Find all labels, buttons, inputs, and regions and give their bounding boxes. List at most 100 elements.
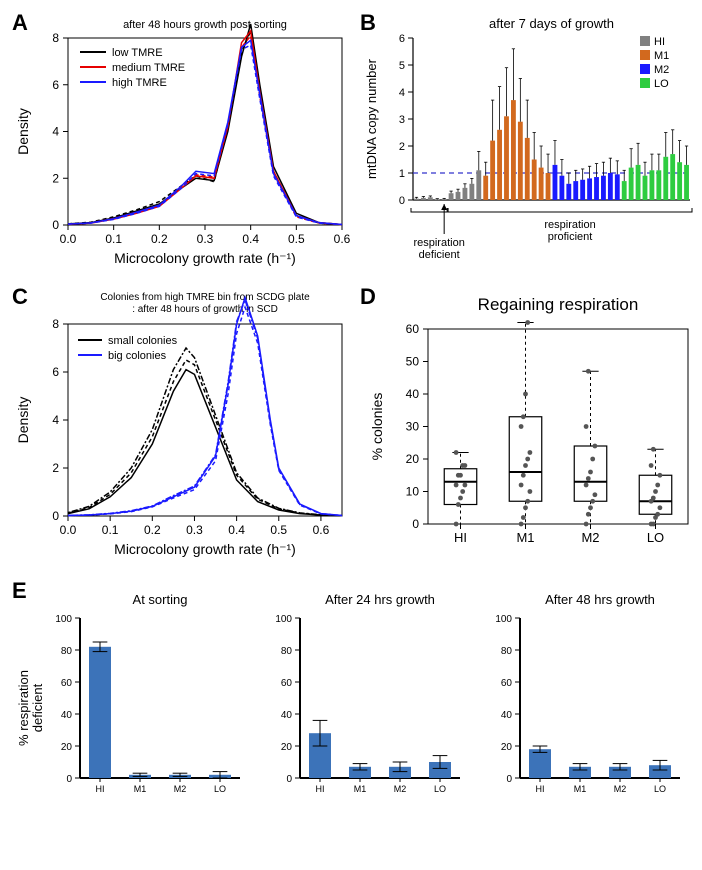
svg-text:8: 8	[52, 31, 59, 45]
svg-text:2: 2	[52, 461, 59, 475]
svg-text:2: 2	[399, 141, 405, 153]
svg-text:0.3: 0.3	[197, 232, 214, 246]
svg-text:Colonies from high TMRE bin fr: Colonies from high TMRE bin from SCDG pl…	[100, 292, 310, 303]
svg-text:LO: LO	[214, 784, 226, 794]
svg-text:100: 100	[55, 614, 72, 625]
svg-text:proficient: proficient	[548, 231, 593, 243]
svg-text:8: 8	[52, 317, 59, 331]
svg-text:LO: LO	[434, 784, 446, 794]
svg-text:low TMRE: low TMRE	[112, 47, 163, 59]
panel-letter-b: B	[360, 10, 376, 36]
svg-text:After 24 hrs growth: After 24 hrs growth	[325, 592, 435, 607]
svg-text:6: 6	[52, 78, 59, 92]
svg-text:0.5: 0.5	[288, 232, 305, 246]
svg-text:60: 60	[281, 678, 293, 689]
panel-e-chart: % respirationdeficientAt sorting02040608…	[10, 578, 692, 818]
svg-text:10: 10	[406, 485, 420, 499]
svg-text:0: 0	[412, 517, 419, 531]
svg-text:medium TMRE: medium TMRE	[112, 62, 185, 74]
svg-text:40: 40	[501, 710, 513, 721]
svg-text:Microcolony growth rate (h⁻¹): Microcolony growth rate (h⁻¹)	[114, 541, 296, 557]
svg-text:M2: M2	[394, 784, 407, 794]
svg-text:6: 6	[52, 365, 59, 379]
panel-letter-c: C	[12, 284, 28, 310]
svg-text:40: 40	[281, 710, 293, 721]
svg-text:0: 0	[506, 774, 512, 785]
svg-text:3: 3	[399, 114, 405, 126]
svg-text:After 48 hrs growth: After 48 hrs growth	[545, 592, 655, 607]
svg-text:80: 80	[281, 646, 293, 657]
svg-text:LO: LO	[654, 784, 666, 794]
svg-text:HI: HI	[454, 530, 467, 545]
svg-text:HI: HI	[654, 36, 665, 48]
svg-text:M2: M2	[581, 530, 599, 545]
panel-d-chart: Regaining respiration0102030405060% colo…	[358, 284, 698, 574]
svg-text:M1: M1	[354, 784, 367, 794]
svg-text:20: 20	[281, 742, 293, 753]
svg-text:: after 48 hours of growth in: : after 48 hours of growth in SCD	[132, 304, 278, 315]
svg-text:0: 0	[399, 195, 405, 207]
panel-b-chart: after 7 days of growth0123456mtDNA copy …	[358, 10, 698, 280]
svg-text:M1: M1	[574, 784, 587, 794]
svg-text:0: 0	[66, 774, 72, 785]
svg-text:HI: HI	[536, 784, 545, 794]
svg-text:M1: M1	[134, 784, 147, 794]
svg-text:respiration: respiration	[544, 219, 595, 231]
svg-text:after 48 hours growth post sor: after 48 hours growth post sorting	[123, 19, 287, 31]
svg-text:M1: M1	[654, 50, 669, 62]
svg-text:0.6: 0.6	[334, 232, 350, 246]
svg-text:% colonies: % colonies	[369, 393, 385, 461]
svg-text:0.4: 0.4	[228, 523, 245, 537]
svg-text:0.6: 0.6	[313, 523, 330, 537]
svg-text:60: 60	[61, 678, 73, 689]
svg-text:60: 60	[406, 322, 420, 336]
svg-text:Density: Density	[15, 397, 31, 444]
svg-text:LO: LO	[647, 530, 664, 545]
svg-text:100: 100	[495, 614, 512, 625]
svg-text:LO: LO	[654, 78, 669, 90]
svg-text:4: 4	[52, 413, 59, 427]
svg-text:1: 1	[399, 168, 405, 180]
svg-text:0.3: 0.3	[186, 523, 203, 537]
svg-text:0.5: 0.5	[270, 523, 287, 537]
panel-letter-e: E	[12, 578, 27, 604]
svg-text:80: 80	[61, 646, 73, 657]
svg-text:40: 40	[61, 710, 73, 721]
svg-text:At sorting: At sorting	[133, 592, 188, 607]
svg-text:20: 20	[61, 742, 73, 753]
svg-text:0.4: 0.4	[242, 232, 259, 246]
panel-a-chart: after 48 hours growth post sorting0.00.1…	[10, 10, 350, 280]
svg-text:20: 20	[501, 742, 513, 753]
svg-text:20: 20	[406, 452, 420, 466]
svg-text:80: 80	[501, 646, 513, 657]
svg-text:30: 30	[406, 420, 420, 434]
svg-text:big colonies: big colonies	[108, 350, 167, 362]
svg-text:0: 0	[52, 509, 59, 523]
svg-text:mtDNA copy number: mtDNA copy number	[364, 58, 379, 179]
svg-text:0: 0	[52, 218, 59, 232]
svg-text:40: 40	[406, 387, 420, 401]
panel-letter-a: A	[12, 10, 28, 36]
svg-text:4: 4	[52, 125, 59, 139]
svg-text:M1: M1	[516, 530, 534, 545]
svg-text:% respiration: % respiration	[16, 670, 31, 746]
svg-text:HI: HI	[96, 784, 105, 794]
svg-text:M2: M2	[174, 784, 187, 794]
svg-text:4: 4	[399, 87, 405, 99]
svg-text:6: 6	[399, 33, 405, 45]
svg-text:HI: HI	[316, 784, 325, 794]
svg-text:Regaining respiration: Regaining respiration	[478, 295, 639, 314]
svg-text:0.2: 0.2	[151, 232, 168, 246]
svg-text:small colonies: small colonies	[108, 335, 178, 347]
svg-text:100: 100	[275, 614, 292, 625]
svg-text:Density: Density	[15, 108, 31, 155]
panel-c-chart: Colonies from high TMRE bin from SCDG pl…	[10, 284, 350, 574]
svg-text:M2: M2	[654, 64, 669, 76]
svg-text:60: 60	[501, 678, 513, 689]
svg-text:0.0: 0.0	[60, 232, 77, 246]
svg-text:Microcolony growth rate (h⁻¹): Microcolony growth rate (h⁻¹)	[114, 250, 296, 266]
svg-text:5: 5	[399, 60, 405, 72]
svg-text:0.0: 0.0	[60, 523, 77, 537]
svg-text:high TMRE: high TMRE	[112, 77, 167, 89]
svg-text:2: 2	[52, 171, 59, 185]
